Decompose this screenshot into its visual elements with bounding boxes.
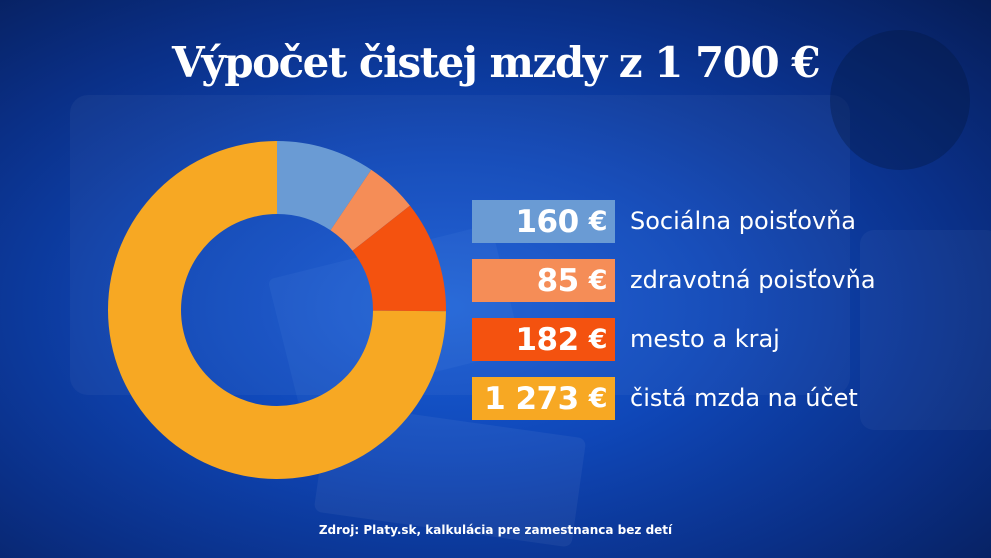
legend-label: čistá mzda na účet [630, 384, 858, 412]
donut-slice-3 [352, 205, 446, 312]
euro-symbol: € [588, 206, 608, 237]
legend-label: mesto a kraj [630, 325, 780, 353]
source-note: Zdroj: Platy.sk, kalkulácia pre zamestna… [318, 523, 673, 537]
value-amount: 1 273 [484, 380, 579, 417]
value-box: 85 € [472, 259, 615, 302]
page-title: Výpočet čistej mzdy z 1 700 € [171, 38, 821, 87]
donut-slice-4 [108, 141, 446, 479]
value-box: 160 € [472, 200, 615, 243]
value-box: 182 € [472, 318, 615, 361]
donut-chart [108, 141, 446, 479]
value-amount: 160 [515, 203, 579, 240]
euro-symbol: € [588, 265, 608, 296]
value-box: 1 273 € [472, 377, 615, 420]
euro-symbol: € [588, 383, 608, 414]
euro-symbol: € [588, 324, 608, 355]
value-amount: 182 [515, 321, 579, 358]
value-amount: 85 [536, 262, 580, 299]
legend-label: zdravotná poisťovňa [630, 266, 876, 294]
legend-label: Sociálna poisťovňa [630, 207, 857, 235]
donut-slice-2 [330, 169, 410, 251]
donut-slice-1 [277, 141, 372, 231]
